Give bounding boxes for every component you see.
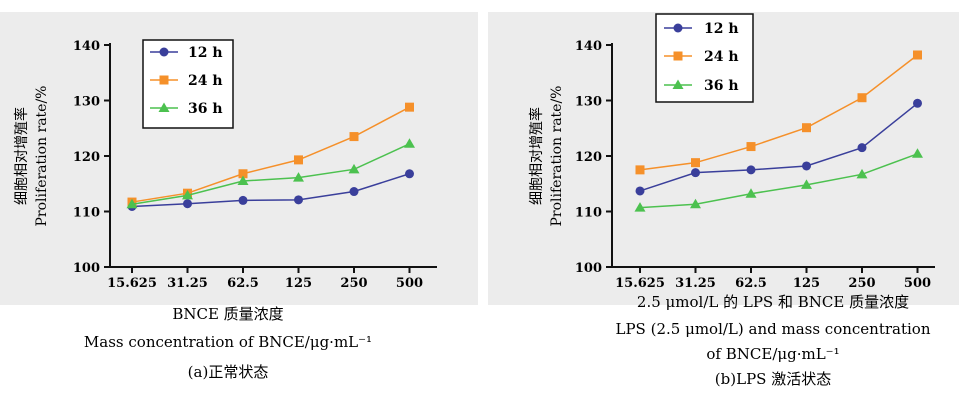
data-point bbox=[913, 98, 922, 108]
series-line bbox=[131, 106, 410, 203]
data-point bbox=[746, 142, 756, 152]
series-line bbox=[639, 153, 918, 209]
plot-background bbox=[0, 12, 478, 305]
x-tick-label: 125 bbox=[793, 276, 820, 291]
data-point bbox=[635, 186, 645, 196]
series-line bbox=[639, 102, 918, 192]
legend-label: 12 h bbox=[188, 45, 223, 61]
legend-marker bbox=[672, 79, 684, 89]
chart-b: 100 110 120 130 140 15.625 31.25 62.5 125 250 500 细… bbox=[488, 12, 959, 388]
data-point bbox=[746, 165, 756, 175]
caption-line: 2.5 μmol/L 的 LPS 和 BNCE 质量浓度 bbox=[637, 293, 909, 311]
caption-line: of BNCE/μg·mL⁻¹ bbox=[706, 345, 839, 363]
series-36h bbox=[126, 138, 415, 209]
data-point bbox=[690, 198, 701, 209]
x-tick-label: 500 bbox=[904, 276, 931, 291]
series-12h bbox=[127, 169, 414, 212]
legend: 12 h 24 h 36 h bbox=[142, 39, 234, 129]
legend-marker bbox=[673, 23, 683, 33]
legend: 12 h 24 h 36 h bbox=[655, 13, 754, 103]
y-tick-label: 120 bbox=[73, 150, 100, 165]
x-tick-label: 62.5 bbox=[735, 276, 767, 291]
data-point bbox=[405, 169, 414, 179]
data-point bbox=[348, 163, 360, 174]
data-point bbox=[802, 123, 811, 133]
series-line bbox=[639, 54, 918, 171]
legend-label: 24 h bbox=[704, 49, 739, 65]
series-line bbox=[131, 173, 410, 208]
y-tick-label: 140 bbox=[575, 39, 602, 54]
legend-marker bbox=[158, 102, 170, 112]
caption-line: (a)正常状态 bbox=[188, 363, 269, 381]
legend-label: 12 h bbox=[704, 21, 739, 37]
series-24h bbox=[635, 50, 922, 175]
caption-line: BNCE 质量浓度 bbox=[172, 305, 283, 323]
data-point bbox=[691, 158, 700, 168]
data-point bbox=[183, 199, 192, 209]
y-axis-label-cn: 细胞相对增殖率 bbox=[528, 107, 545, 205]
legend-box bbox=[142, 39, 234, 129]
data-point bbox=[913, 50, 922, 60]
y-tick-label: 120 bbox=[575, 150, 602, 165]
series-line bbox=[131, 143, 410, 206]
legend-marker bbox=[159, 75, 169, 85]
caption-line: LPS (2.5 μmol/L) and mass concentration bbox=[616, 320, 931, 338]
data-point bbox=[634, 202, 646, 212]
data-point bbox=[294, 155, 303, 165]
series-36h bbox=[634, 148, 923, 212]
data-point bbox=[294, 195, 303, 205]
y-tick-label: 130 bbox=[73, 95, 100, 110]
data-point bbox=[237, 175, 249, 185]
caption-line: Mass concentration of BNCE/μg·mL⁻¹ bbox=[84, 333, 372, 351]
data-point bbox=[404, 138, 415, 148]
x-tick-label: 15.625 bbox=[615, 276, 665, 291]
y-tick-label: 140 bbox=[73, 39, 100, 54]
y-axis-label-en: Proliferation rate/% bbox=[34, 86, 50, 227]
data-point bbox=[857, 93, 867, 103]
data-point bbox=[802, 161, 811, 171]
x-tick-label: 250 bbox=[340, 276, 367, 291]
data-point bbox=[126, 198, 138, 209]
y-tick-label: 110 bbox=[73, 206, 100, 221]
legend-label: 36 h bbox=[188, 101, 223, 117]
data-point bbox=[857, 143, 867, 153]
legend-marker bbox=[159, 47, 169, 57]
data-point bbox=[349, 132, 359, 142]
y-tick-label: 100 bbox=[73, 261, 100, 276]
data-point bbox=[238, 195, 248, 205]
data-point bbox=[238, 169, 248, 179]
data-point bbox=[635, 165, 645, 175]
caption-line: (b)LPS 激活状态 bbox=[715, 370, 831, 388]
data-point bbox=[293, 172, 304, 182]
data-point bbox=[856, 168, 868, 179]
x-tick-label: 500 bbox=[396, 276, 423, 291]
data-point bbox=[405, 102, 414, 112]
legend-label: 36 h bbox=[704, 78, 739, 94]
legend-label: 24 h bbox=[188, 73, 223, 89]
data-point bbox=[349, 187, 359, 197]
chart-a: 100 110 120 130 140 15.625 31.25 62.5 125 250 500 细… bbox=[0, 12, 478, 381]
y-tick-label: 110 bbox=[575, 206, 602, 221]
y-tick-label: 130 bbox=[575, 95, 602, 110]
data-point bbox=[801, 179, 812, 189]
y-axis-label-en: Proliferation rate/% bbox=[549, 86, 565, 227]
data-point bbox=[912, 148, 923, 158]
y-axis-label-cn: 细胞相对增殖率 bbox=[13, 107, 30, 205]
x-tick-label: 62.5 bbox=[227, 276, 259, 291]
series-12h bbox=[635, 98, 922, 196]
x-tick-label: 31.25 bbox=[167, 276, 208, 291]
x-tick-label: 125 bbox=[285, 276, 312, 291]
data-point bbox=[691, 168, 700, 178]
legend-marker bbox=[673, 51, 683, 61]
data-point bbox=[182, 189, 193, 200]
y-tick-label: 100 bbox=[575, 261, 602, 276]
x-tick-label: 250 bbox=[848, 276, 875, 291]
data-point bbox=[745, 188, 757, 198]
x-tick-label: 15.625 bbox=[107, 276, 157, 291]
x-tick-label: 31.25 bbox=[675, 276, 716, 291]
